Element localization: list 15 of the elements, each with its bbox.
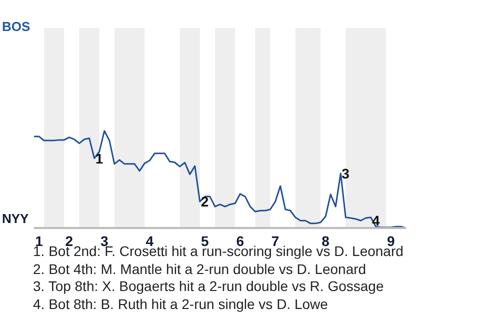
text: 2. Bot 4th: M. Mantle hit a 2-run double vs D. Leonard bbox=[33, 260, 368, 278]
annotation: 1 bbox=[95, 150, 104, 166]
text: NYY bbox=[2, 211, 29, 226]
text: 3. Top 8th: X. Bogaerts hit a 2-run double vs R. Gossage bbox=[33, 278, 385, 296]
x-tick-label: 4 bbox=[146, 232, 154, 249]
x-tick-label: 8 bbox=[322, 232, 330, 249]
annotation: 4 bbox=[372, 212, 380, 229]
annotation: 3 bbox=[342, 165, 350, 182]
annotation: 2 bbox=[200, 194, 209, 210]
x-tick-label: 7 bbox=[271, 232, 280, 249]
x-tick-label: 5 bbox=[201, 232, 210, 249]
x-tick-label: 6 bbox=[236, 232, 244, 249]
text: 4. Bot 8th: B. Ruth hit a 2-run single vs D. Lowe bbox=[33, 296, 329, 313]
x-tick-label: 9 bbox=[387, 232, 396, 249]
text: BOS bbox=[2, 19, 30, 34]
